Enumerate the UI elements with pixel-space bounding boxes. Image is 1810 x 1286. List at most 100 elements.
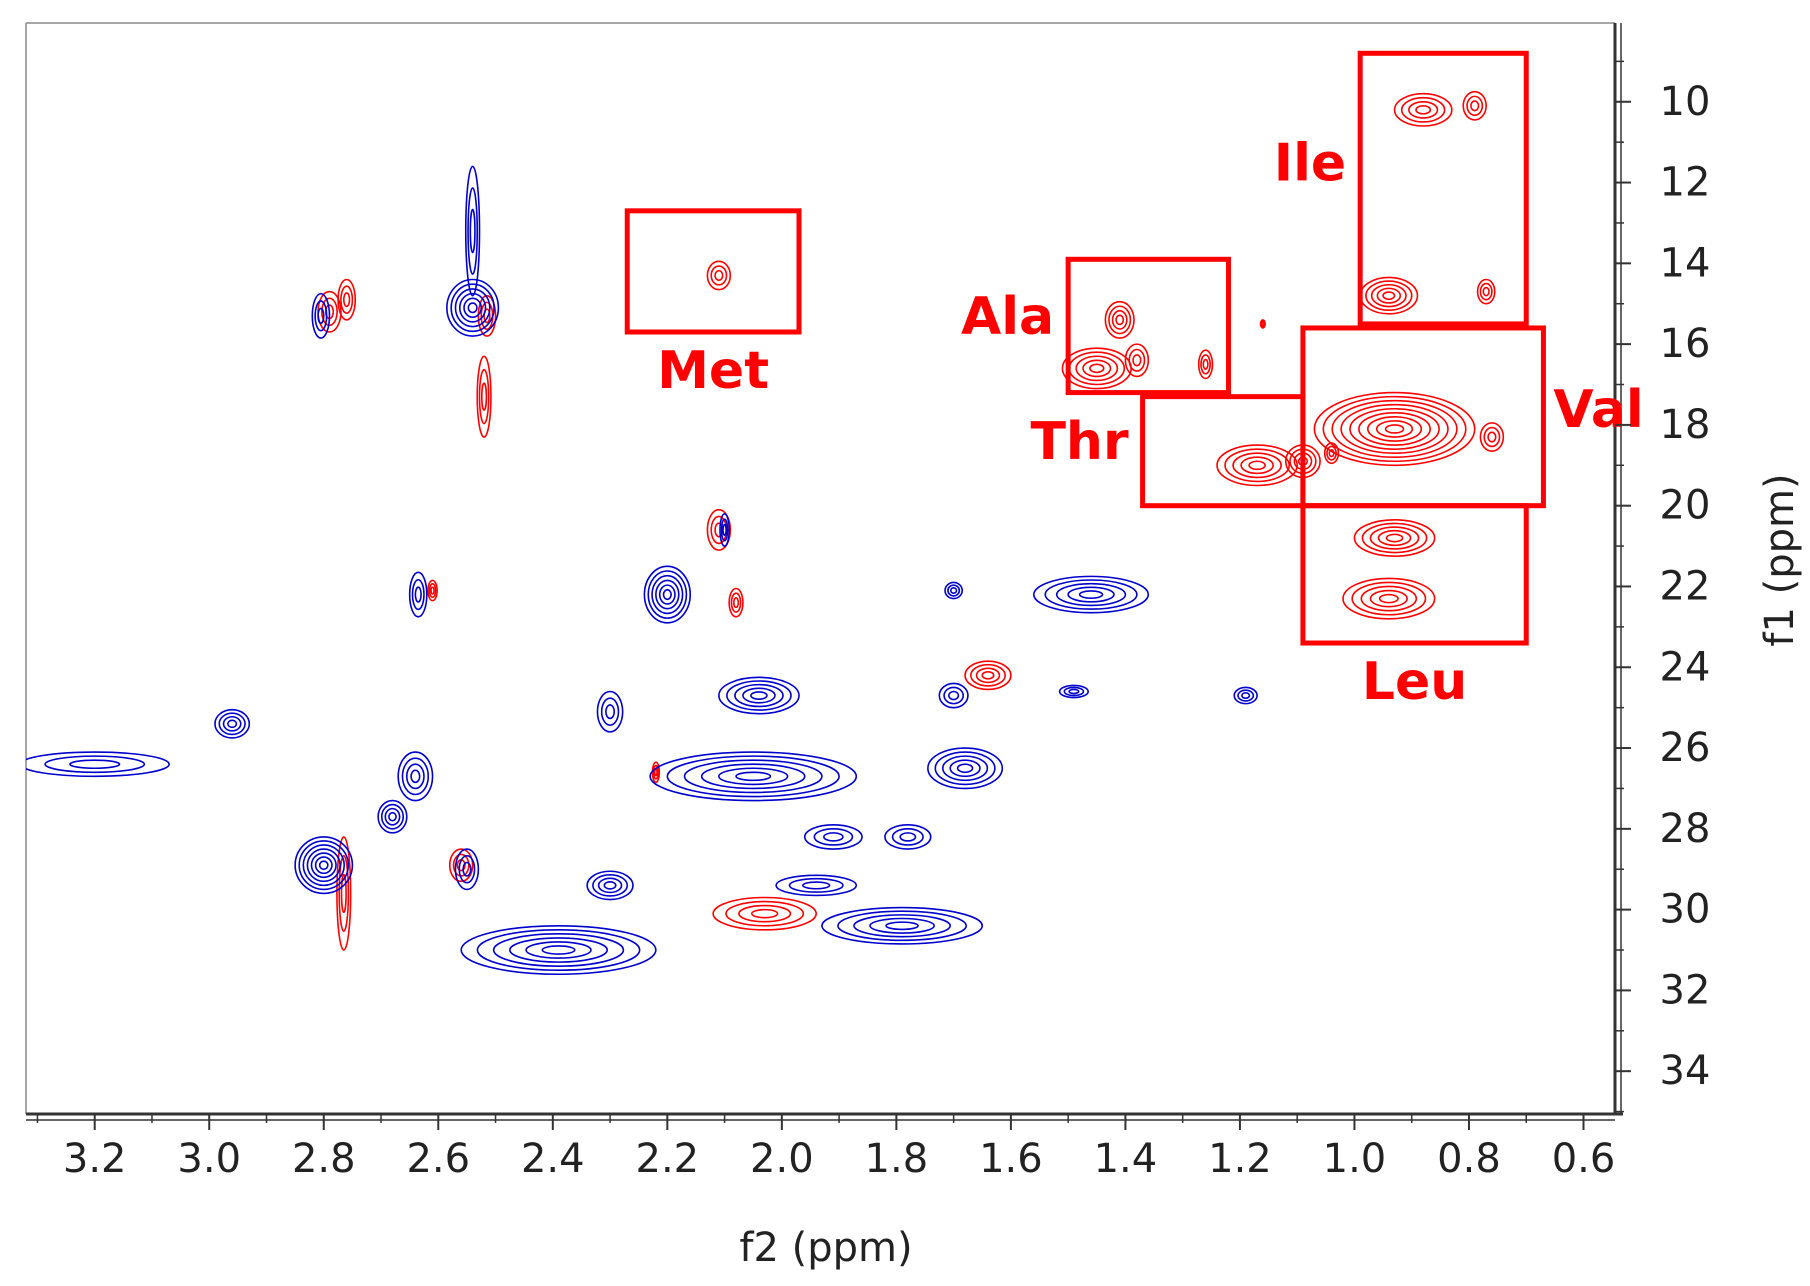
contour [1393, 92, 1453, 127]
x-tick-label: 0.6 [1552, 1136, 1616, 1182]
contour [735, 771, 772, 782]
contour [653, 768, 658, 777]
contour [1487, 431, 1497, 443]
contour [1323, 442, 1340, 465]
contour [401, 757, 430, 796]
contour [651, 574, 684, 615]
contour [949, 587, 958, 595]
contour [1342, 577, 1436, 620]
contour [458, 292, 487, 323]
contour [1240, 456, 1274, 475]
contour [652, 764, 659, 780]
contour [1067, 586, 1115, 603]
contour [1313, 391, 1476, 467]
contour [1375, 420, 1414, 438]
contour [525, 941, 592, 959]
contour [821, 906, 984, 945]
contour [730, 592, 742, 613]
contour [728, 587, 744, 618]
contour [1470, 100, 1480, 112]
contour [338, 854, 350, 932]
region-label: Val [1553, 380, 1643, 440]
contour [734, 683, 784, 708]
region-label: Ile [1274, 133, 1346, 193]
y-tick-label: 16 [1660, 321, 1711, 367]
contour [944, 581, 964, 600]
contour [710, 515, 728, 545]
x-tick-label: 2.2 [636, 1136, 700, 1182]
contour [720, 518, 729, 542]
y-tick-label: 30 [1660, 887, 1711, 933]
region-box [1140, 394, 1306, 509]
contour [306, 848, 341, 883]
contour [454, 288, 491, 328]
contour [884, 823, 932, 850]
region-box [1065, 256, 1231, 396]
contour [1058, 684, 1089, 699]
contour [340, 873, 347, 914]
contour [314, 300, 328, 332]
contour [1408, 100, 1439, 119]
y-tick-label: 24 [1660, 644, 1711, 690]
x-axis-label: f2 (ppm) [739, 1225, 912, 1271]
contour [463, 297, 483, 318]
contour [1367, 416, 1423, 442]
x-tick-label: 2.4 [521, 1136, 585, 1182]
contour [388, 811, 397, 822]
contour [592, 873, 629, 897]
contour [1202, 358, 1209, 370]
contour [943, 686, 964, 705]
contour [318, 860, 329, 871]
contour [1358, 411, 1431, 446]
contour [302, 844, 346, 887]
contour [941, 755, 989, 782]
contour [218, 712, 246, 736]
contour [384, 807, 401, 826]
contour [1233, 686, 1258, 705]
x-tick-label: 2.0 [750, 1136, 814, 1182]
contour [1340, 403, 1449, 454]
contour [1479, 422, 1505, 452]
contour [430, 586, 435, 595]
contour [1369, 526, 1420, 550]
contour [26, 751, 170, 778]
contour [294, 836, 354, 895]
contour [964, 660, 1012, 691]
region-label: Leu [1362, 652, 1467, 712]
region-label: Ala [961, 287, 1054, 347]
contour [647, 570, 688, 619]
contour [586, 870, 634, 901]
contour [467, 187, 479, 275]
contour [726, 680, 792, 711]
contour [1104, 300, 1135, 339]
contour [658, 584, 676, 605]
contour [605, 704, 616, 720]
contour [1479, 282, 1493, 301]
contour [1032, 575, 1150, 614]
contour [927, 747, 1004, 790]
contour [1061, 347, 1132, 390]
contour [446, 278, 500, 337]
contour [427, 579, 438, 602]
contour [603, 881, 617, 890]
y-tick-label: 12 [1660, 160, 1711, 206]
contour [336, 836, 352, 951]
contour [1351, 581, 1427, 616]
contour [428, 582, 437, 599]
contour [596, 690, 624, 733]
contour [411, 578, 425, 611]
contour [1197, 349, 1214, 380]
contour [448, 848, 474, 883]
contour [981, 671, 995, 680]
y-tick-label: 20 [1660, 483, 1711, 529]
contour [885, 921, 919, 931]
contour [1360, 585, 1418, 612]
contour [934, 751, 996, 786]
contour [1377, 529, 1412, 547]
contour [938, 682, 969, 709]
contour [802, 881, 831, 890]
contour [718, 676, 800, 715]
contour [803, 823, 863, 850]
contour [1082, 359, 1112, 378]
